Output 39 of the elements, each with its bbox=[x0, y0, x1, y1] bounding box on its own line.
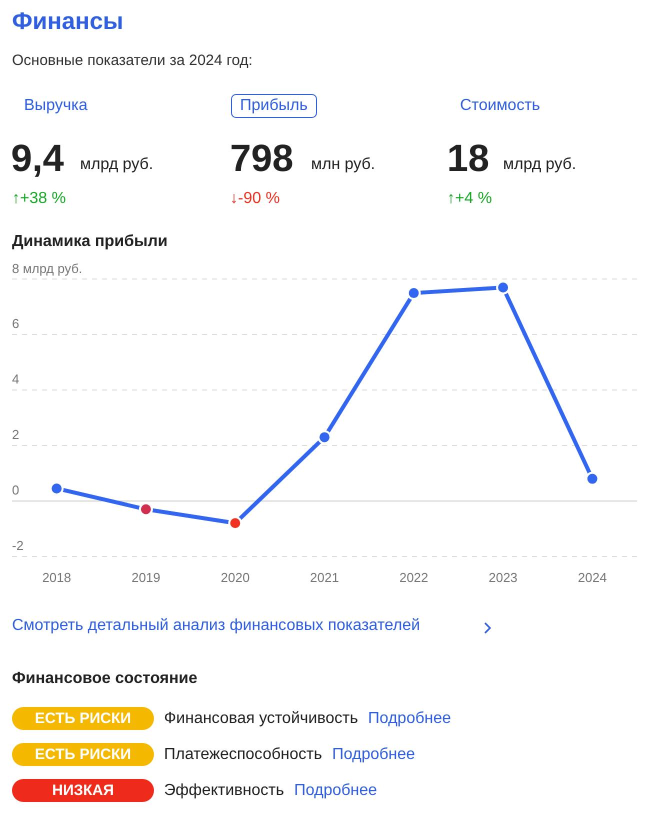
text: Выручка bbox=[24, 97, 88, 115]
x-tick-label: 2020 bbox=[220, 570, 250, 585]
x-tick-label: 2019 bbox=[131, 570, 160, 585]
text: Подробнее bbox=[368, 710, 452, 728]
text: Финансовая устойчивость bbox=[164, 710, 358, 728]
x-tick-label: 2018 bbox=[42, 570, 72, 585]
text: 18 bbox=[447, 138, 490, 181]
text: ↓-90 % bbox=[230, 190, 280, 208]
text: ЕСТЬ РИСКИ bbox=[12, 707, 154, 730]
text: млрд руб. bbox=[503, 156, 576, 174]
y-tick-label: 8 млрд руб. bbox=[12, 260, 82, 276]
x-tick-label: 2022 bbox=[399, 570, 428, 585]
y-tick-label: -2 bbox=[12, 538, 24, 553]
text: млн руб. bbox=[311, 156, 376, 174]
text: Основные показатели за 2024 год: bbox=[12, 52, 253, 69]
x-tick-label: 2021 bbox=[310, 570, 339, 585]
text: НИЗКАЯ bbox=[12, 779, 154, 802]
text: Подробнее bbox=[294, 782, 378, 800]
text: Смотреть детальный анализ финансовых показателей bbox=[12, 617, 420, 635]
y-tick-label: 4 bbox=[12, 372, 20, 387]
text: Платежеспособность bbox=[164, 746, 322, 764]
y-tick-label: 0 bbox=[12, 482, 20, 498]
text: Эффективность bbox=[164, 782, 284, 800]
text: ↑+4 % bbox=[447, 190, 492, 208]
text: ЕСТЬ РИСКИ bbox=[12, 743, 154, 766]
text: ↑+38 % bbox=[12, 190, 66, 208]
x-tick-label: 2024 bbox=[578, 570, 607, 585]
y-tick-label: 2 bbox=[12, 427, 20, 442]
x-tick-label: 2023 bbox=[488, 570, 518, 585]
text: 798 bbox=[230, 138, 294, 181]
y-tick-label: 6 bbox=[12, 316, 20, 332]
text: Стоимость bbox=[460, 97, 540, 115]
text: млрд руб. bbox=[80, 156, 154, 174]
text: Финансовое состояние bbox=[12, 670, 198, 688]
text: 9,4 bbox=[11, 138, 64, 181]
text: Прибыль bbox=[231, 94, 317, 118]
text: Финансы bbox=[12, 8, 124, 36]
chart-title: Динамика прибыли bbox=[12, 233, 168, 250]
text: Подробнее bbox=[332, 746, 416, 764]
